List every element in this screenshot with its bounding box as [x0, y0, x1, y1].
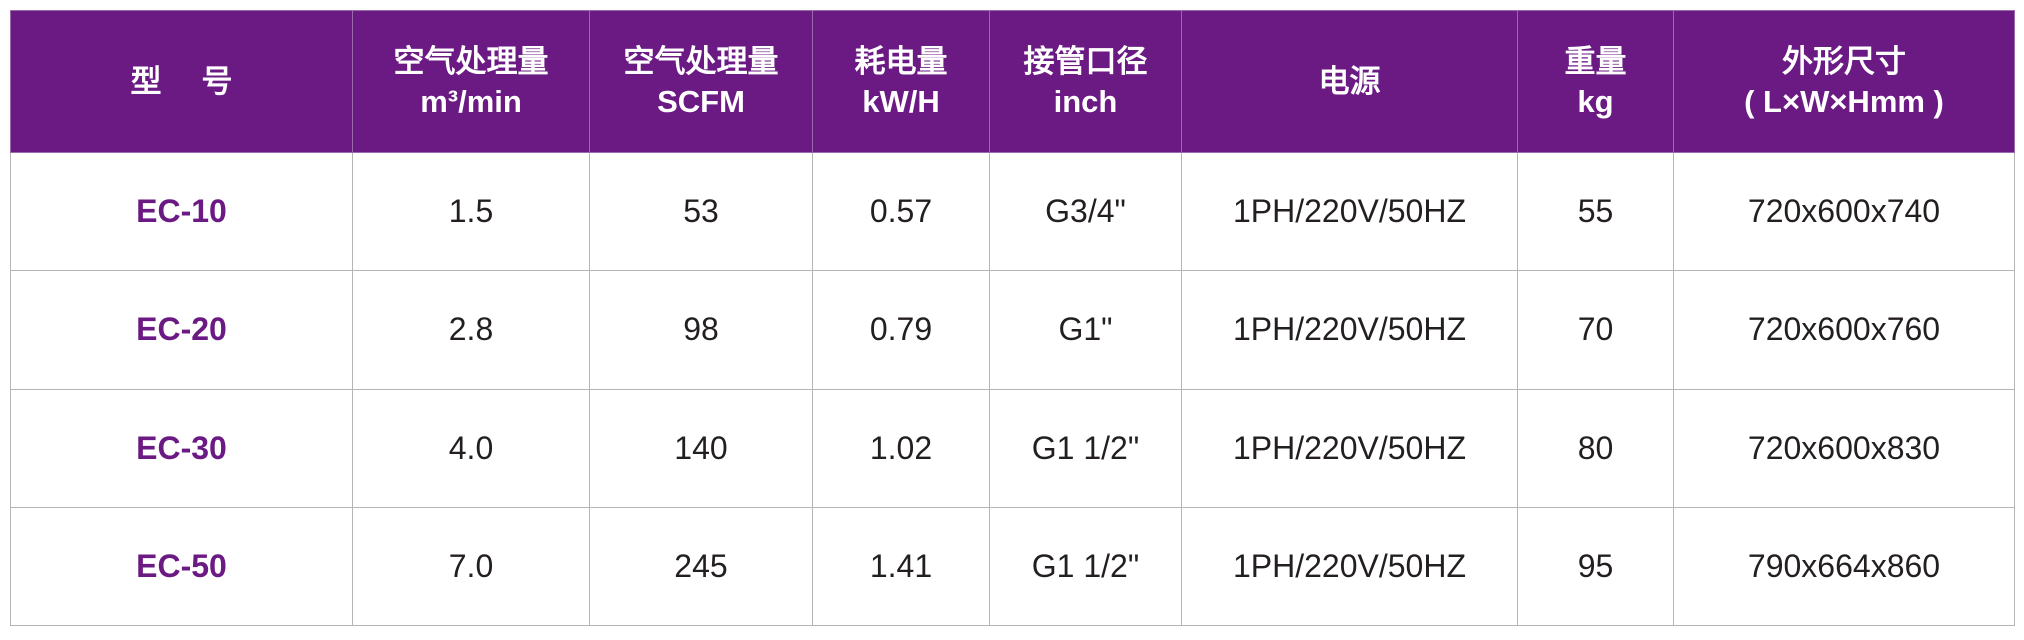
header-unit: kg: [1577, 83, 1614, 119]
header-unit: m³/min: [420, 83, 522, 119]
cell-air-flow-m3: 1.5: [352, 151, 590, 272]
cell-air-flow-m3: 2.8: [352, 270, 590, 390]
cell-dimensions: 720x600x760: [1673, 270, 2015, 390]
cell-dimensions: 720x600x740: [1673, 151, 2015, 272]
header-dimensions: 外形尺寸 ( L×W×Hmm ): [1673, 10, 2015, 153]
header-unit: inch: [1053, 83, 1118, 119]
header-label: 耗电量: [854, 43, 948, 79]
cell-air-flow-scfm: 245: [589, 506, 813, 627]
cell-power-consumption: 1.41: [812, 506, 990, 627]
cell-model: EC-20: [10, 270, 353, 390]
cell-power-supply: 1PH/220V/50HZ: [1181, 388, 1518, 508]
cell-model: EC-10: [10, 151, 353, 272]
header-label: 空气处理量: [393, 43, 549, 79]
table-row: EC-30 4.0 140 1.02 G1 1/2" 1PH/220V/50HZ 80 720…: [10, 388, 2015, 508]
header-label: 电源: [1318, 63, 1381, 99]
header-air-flow-m3: 空气处理量 m³/min: [352, 10, 590, 153]
cell-dimensions: 790x664x860: [1673, 506, 2015, 627]
cell-air-flow-m3: 4.0: [352, 388, 590, 508]
spec-table: 型号 空气处理量 m³/min 空气处理量 SCFM 耗电量 kW/H 接管口径 inc…: [10, 10, 2015, 627]
cell-pipe-size: G3/4": [989, 151, 1182, 272]
cell-weight: 95: [1517, 506, 1674, 627]
cell-power-consumption: 1.02: [812, 388, 990, 508]
header-label: 重量: [1564, 43, 1627, 79]
header-label: 接管口径: [1023, 43, 1148, 79]
table-row: EC-50 7.0 245 1.41 G1 1/2" 1PH/220V/50HZ 95 790…: [10, 506, 2015, 627]
cell-air-flow-m3: 7.0: [352, 506, 590, 627]
header-unit: SCFM: [657, 83, 745, 119]
header-row: 型号 空气处理量 m³/min 空气处理量 SCFM 耗电量 kW/H 接管口径 inc…: [10, 10, 2015, 153]
header-power-supply: 电源: [1181, 10, 1518, 153]
table-row: EC-20 2.8 98 0.79 G1" 1PH/220V/50HZ 70 720x600x…: [10, 270, 2015, 390]
cell-pipe-size: G1 1/2": [989, 388, 1182, 508]
table-row: EC-10 1.5 53 0.57 G3/4" 1PH/220V/50HZ 55 720x60…: [10, 151, 2015, 272]
cell-power-supply: 1PH/220V/50HZ: [1181, 270, 1518, 390]
cell-power-supply: 1PH/220V/50HZ: [1181, 506, 1518, 627]
cell-model: EC-50: [10, 506, 353, 627]
header-unit: kW/H: [862, 83, 940, 119]
cell-power-consumption: 0.57: [812, 151, 990, 272]
cell-air-flow-scfm: 53: [589, 151, 813, 272]
cell-power-consumption: 0.79: [812, 270, 990, 390]
header-power-consumption: 耗电量 kW/H: [812, 10, 990, 153]
header-label: 型号: [130, 63, 273, 99]
header-weight: 重量 kg: [1517, 10, 1674, 153]
header-air-flow-scfm: 空气处理量 SCFM: [589, 10, 813, 153]
cell-weight: 55: [1517, 151, 1674, 272]
cell-air-flow-scfm: 140: [589, 388, 813, 508]
cell-pipe-size: G1": [989, 270, 1182, 390]
cell-air-flow-scfm: 98: [589, 270, 813, 390]
header-label: 外形尺寸: [1782, 43, 1906, 79]
cell-power-supply: 1PH/220V/50HZ: [1181, 151, 1518, 272]
cell-pipe-size: G1 1/2": [989, 506, 1182, 627]
cell-dimensions: 720x600x830: [1673, 388, 2015, 508]
header-label: 空气处理量: [623, 43, 779, 79]
header-unit: ( L×W×Hmm ): [1744, 83, 1944, 119]
cell-weight: 80: [1517, 388, 1674, 508]
cell-model: EC-30: [10, 388, 353, 508]
cell-weight: 70: [1517, 270, 1674, 390]
header-model: 型号: [10, 10, 353, 153]
header-pipe-size: 接管口径 inch: [989, 10, 1182, 153]
